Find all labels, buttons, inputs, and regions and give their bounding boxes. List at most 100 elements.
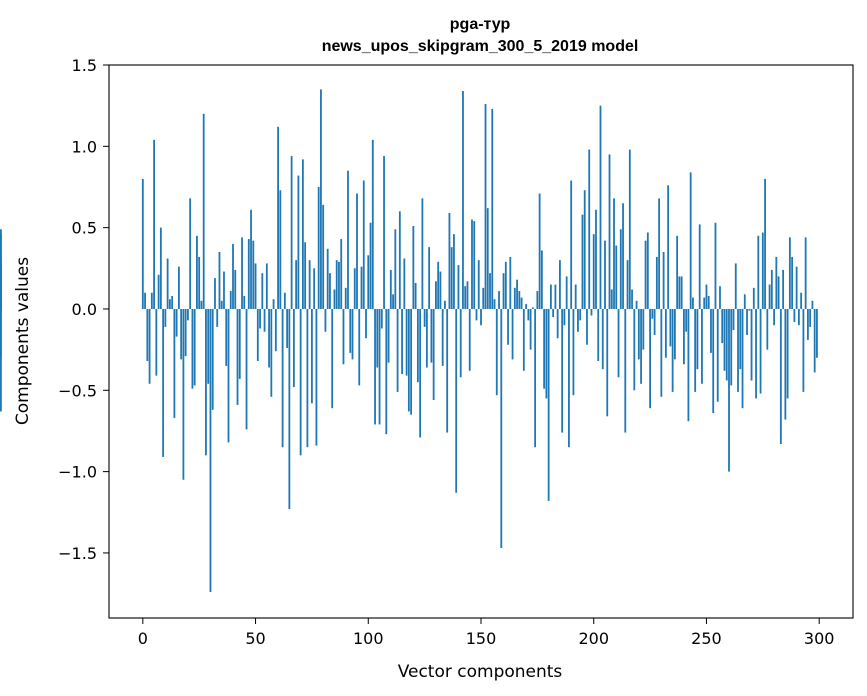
bar-296 xyxy=(809,308,812,327)
bar-178 xyxy=(543,308,546,389)
bar-69 xyxy=(297,175,300,309)
bar-170 xyxy=(525,304,527,309)
bar-124 xyxy=(421,198,424,309)
bar-284 xyxy=(782,269,785,309)
bar-159 xyxy=(500,308,503,549)
bar-233 xyxy=(667,185,670,309)
bar-128 xyxy=(430,308,433,363)
bar-13 xyxy=(171,295,174,309)
bar-92 xyxy=(349,308,352,353)
bar-173 xyxy=(531,307,534,309)
bar-undefined xyxy=(0,263,2,309)
bar-68 xyxy=(295,260,298,309)
bar-98 xyxy=(362,180,365,309)
bar-5 xyxy=(153,139,155,309)
bar-294 xyxy=(804,237,807,309)
bar-211 xyxy=(617,308,620,378)
bar-126 xyxy=(425,308,428,368)
y-tick-label: 1.0 xyxy=(72,137,97,156)
bar-65 xyxy=(288,308,291,510)
bar-272 xyxy=(755,308,757,399)
bar-166 xyxy=(516,279,518,309)
bar-146 xyxy=(471,219,473,309)
bar-83 xyxy=(329,273,331,309)
bar-129 xyxy=(432,308,435,401)
bar-162 xyxy=(507,308,509,345)
bar-17 xyxy=(180,308,183,360)
bar-290 xyxy=(795,266,798,309)
x-tick-label: 250 xyxy=(691,629,722,648)
bar-8 xyxy=(159,227,162,309)
bar-223 xyxy=(644,240,647,309)
bar-209 xyxy=(613,198,615,309)
bar-153 xyxy=(486,208,489,309)
bar-30 xyxy=(209,308,212,592)
bar-6 xyxy=(155,308,158,376)
bar-119 xyxy=(410,308,413,415)
bar-270 xyxy=(750,308,753,381)
bar-46 xyxy=(245,308,248,430)
bar-59 xyxy=(274,308,277,352)
bar-199 xyxy=(590,308,593,316)
bar-61 xyxy=(279,190,282,309)
bar-268 xyxy=(746,308,748,335)
bar-204 xyxy=(601,308,604,370)
bar-82 xyxy=(326,248,329,309)
bar-133 xyxy=(441,308,444,366)
bar-282 xyxy=(777,276,780,309)
bar-190 xyxy=(570,180,573,309)
x-tick-label: 0 xyxy=(138,629,148,648)
bar-110 xyxy=(389,269,392,309)
bar-40 xyxy=(232,243,234,309)
bar-20 xyxy=(187,308,189,321)
bar-142 xyxy=(462,91,464,309)
bar-19 xyxy=(184,308,187,357)
bar-140 xyxy=(457,265,460,309)
bar-157 xyxy=(495,308,498,396)
bar-47 xyxy=(247,239,250,309)
bar-123 xyxy=(419,308,422,438)
bar-27 xyxy=(202,113,205,309)
bar-12 xyxy=(168,299,171,309)
bar-295 xyxy=(807,308,809,340)
bar-78 xyxy=(317,186,320,309)
bar-260 xyxy=(728,308,730,472)
bar-60 xyxy=(277,126,279,309)
bar-80 xyxy=(322,204,325,309)
x-axis: 0 50 100 150 200 250 300 xyxy=(138,618,834,648)
bar-183 xyxy=(554,284,557,309)
bar-93 xyxy=(351,308,354,360)
bar-243 xyxy=(689,172,692,309)
bar-71 xyxy=(301,159,304,309)
bar-45 xyxy=(243,295,246,309)
bar-202 xyxy=(597,308,600,362)
bar-102 xyxy=(371,139,374,309)
bar-33 xyxy=(216,308,219,327)
bar-177 xyxy=(540,250,543,309)
bar-15 xyxy=(175,308,178,337)
bar-226 xyxy=(651,308,654,319)
bar-23 xyxy=(193,308,196,386)
bar-10 xyxy=(164,308,167,327)
bar-210 xyxy=(615,245,618,309)
bar-163 xyxy=(509,256,512,309)
bar-216 xyxy=(628,149,631,309)
bar-36 xyxy=(223,271,225,309)
bar-81 xyxy=(324,308,327,332)
bar-134 xyxy=(444,300,446,309)
bar-193 xyxy=(577,308,579,332)
bar-252 xyxy=(710,308,712,353)
bar-203 xyxy=(599,105,602,309)
bar-96 xyxy=(358,308,361,386)
bar-132 xyxy=(439,271,442,309)
bar-244 xyxy=(692,297,694,309)
bar-42 xyxy=(236,308,239,405)
bar-54 xyxy=(263,308,266,332)
x-tick-label: 200 xyxy=(578,629,609,648)
bar-281 xyxy=(775,256,778,309)
bar-286 xyxy=(786,308,789,399)
bar-273 xyxy=(757,235,760,309)
bar-196 xyxy=(583,190,586,309)
bar-62 xyxy=(281,308,284,448)
